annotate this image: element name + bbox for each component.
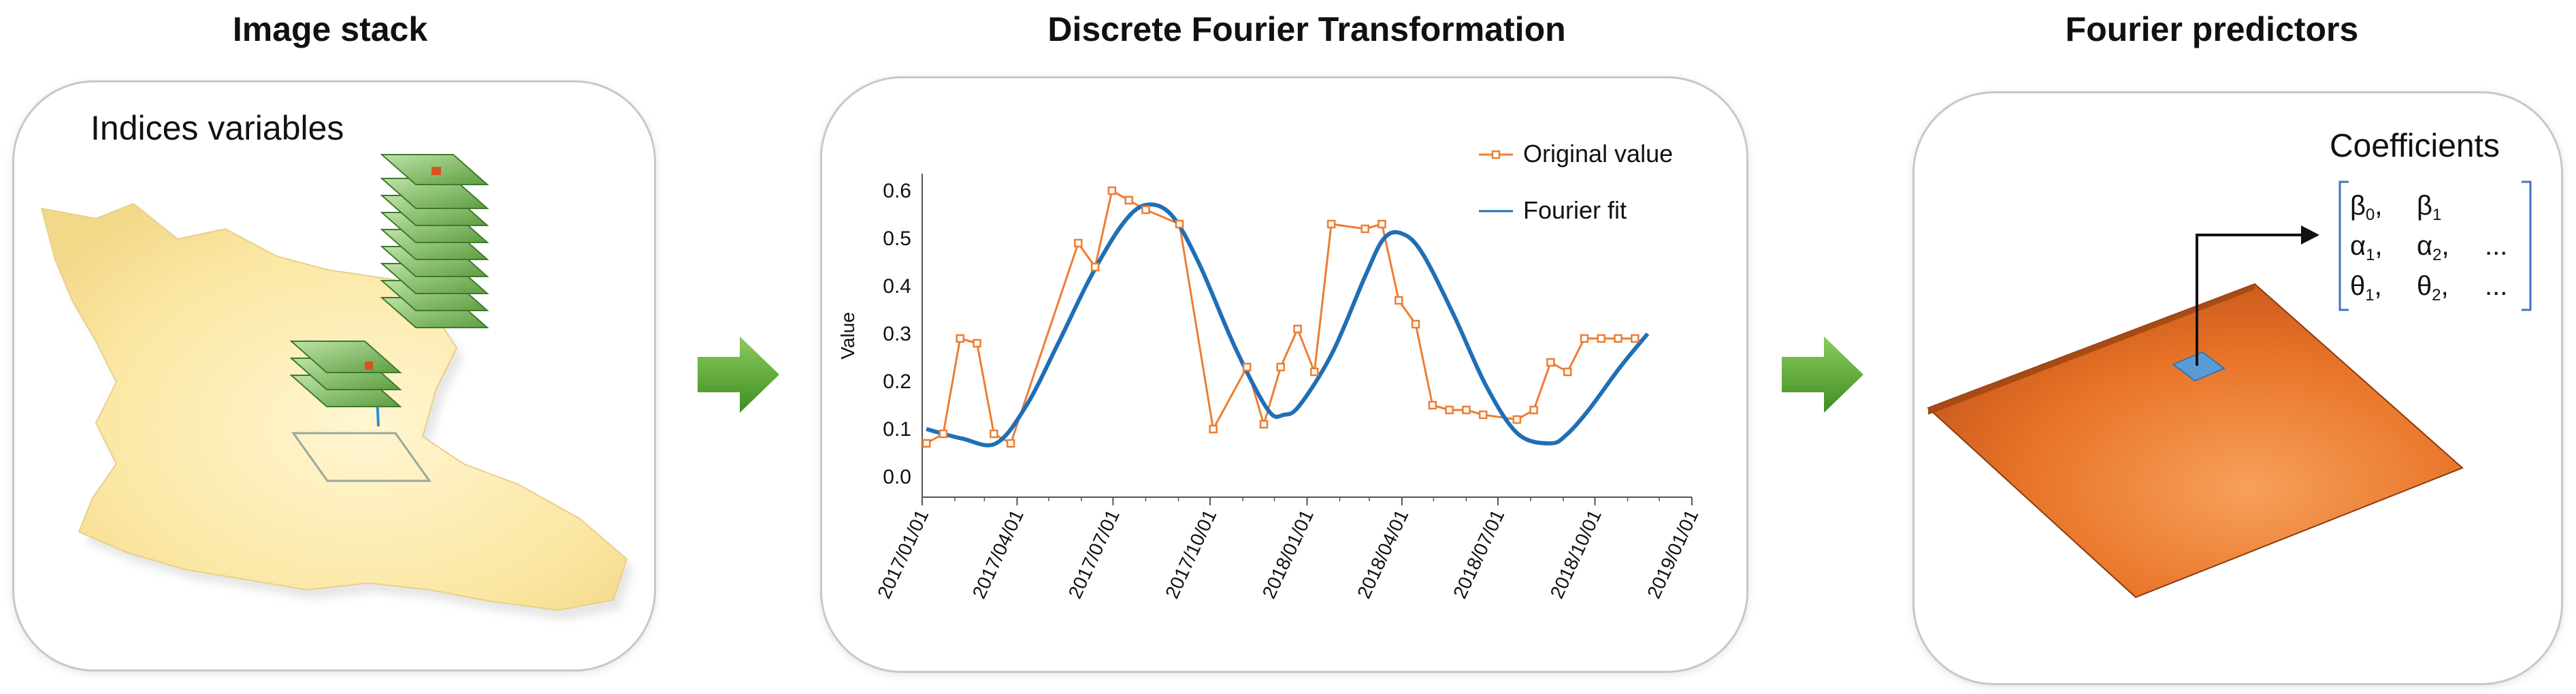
original-value-point [1512, 415, 1522, 424]
fourier-surface-illustration: β0, β1 α1, α2, ... θ1, θ2, ... [1927, 180, 2532, 599]
original-value-point [1546, 358, 1555, 367]
x-tick-label: 2017/07/01 [1064, 506, 1124, 601]
flow-arrow-1 [698, 336, 779, 413]
original-value-point [1597, 334, 1606, 343]
selected-cell [2172, 351, 2226, 382]
coef-alpha2: α2, [2417, 231, 2449, 264]
original-value-point [956, 334, 965, 343]
original-value-point [1141, 205, 1150, 215]
original-value-point [1293, 324, 1302, 334]
panel-title-fourier-predictors: Fourier predictors [2065, 10, 2359, 48]
cell-to-coefficients-arrow [2196, 234, 2302, 366]
legend-label-fourier: Fourier fit [1523, 196, 1627, 224]
coefficients-label: Coefficients [2330, 128, 2500, 164]
original-value-point [1631, 334, 1640, 343]
x-tick-label: 2018/10/01 [1546, 506, 1605, 601]
original-value-point [973, 338, 981, 348]
coef-alpha1: α1, [2350, 231, 2383, 264]
original-value-point [1310, 367, 1319, 377]
original-value-point [1074, 238, 1083, 248]
matrix-left-bracket [2338, 180, 2349, 311]
x-tick-label: 2018/01/01 [1258, 506, 1318, 601]
fourier-fit-line [926, 202, 1650, 447]
original-value-point [1259, 420, 1269, 429]
original-value-point [1395, 296, 1403, 305]
original-value-point [1276, 362, 1286, 372]
x-tick-label: 2018/04/01 [1353, 506, 1412, 601]
x-tick-label: 2017/10/01 [1161, 506, 1220, 601]
fourier-predictors-panel: Coefficients β0, β1 α1, α2, ... θ1, θ [1912, 91, 2563, 685]
legend-marker-original [1491, 150, 1501, 159]
original-value-point [990, 429, 998, 439]
lower-layer-stack [289, 341, 402, 407]
y-tick-label: 0.5 [883, 227, 911, 250]
upper-layer-stack [380, 154, 489, 328]
flow-arrow-2 [1782, 336, 1863, 413]
original-value-point [1411, 319, 1420, 329]
legend-label-original: Original value [1523, 140, 1673, 168]
original-value-point [1326, 219, 1336, 229]
coef-beta1: β1 [2417, 191, 2441, 224]
original-value-point [1445, 405, 1454, 415]
image-stack-illustration [40, 154, 634, 620]
image-stack-panel: Indices variables [12, 80, 656, 672]
original-value-point [1209, 424, 1218, 434]
original-value-point [1563, 367, 1572, 377]
y-tick-label: 0.6 [883, 180, 911, 202]
y-tick-label: 0.0 [883, 466, 911, 488]
y-tick-label: 0.3 [883, 323, 911, 345]
predictor-surface [1927, 283, 2464, 599]
y-tick-label: 0.1 [883, 418, 911, 441]
coef-beta0: β0, [2350, 191, 2383, 224]
dft-chart: Value 0.0 0.1 0.2 0.3 0.4 0.5 0.6 2017/01/01 20… [837, 140, 1702, 602]
coef-ellipsis-row2: ... [2485, 231, 2507, 261]
original-value-point [1242, 362, 1252, 372]
original-value-point [1614, 334, 1623, 343]
original-value-point [1124, 195, 1133, 205]
original-value-point [1175, 219, 1184, 229]
original-value-point [1377, 219, 1386, 229]
panel-title-image-stack: Image stack [232, 10, 428, 48]
x-tick-label: 2019/01/01 [1643, 506, 1702, 601]
coef-ellipsis-row3: ... [2485, 271, 2507, 301]
x-tick-label: 2017/04/01 [968, 506, 1028, 601]
original-value-line [926, 189, 1635, 445]
original-value-point [1462, 405, 1471, 415]
x-tick-label: 2018/07/01 [1449, 506, 1508, 601]
chart-legend: Original value Fourier fit [1479, 140, 1673, 224]
coef-theta2: θ2, [2417, 271, 2449, 304]
original-value-point [1360, 224, 1369, 234]
matrix-right-bracket [2522, 180, 2532, 311]
original-value-point [1090, 262, 1100, 272]
y-tick-label: 0.4 [883, 275, 911, 298]
x-tick-label: 2017/01/01 [873, 506, 932, 601]
original-value-point [1107, 186, 1117, 195]
panel-title-dft: Discrete Fourier Transformation [1047, 10, 1566, 48]
y-tick-label: 0.2 [883, 370, 911, 393]
original-value-point [922, 439, 931, 448]
original-value-point [1478, 410, 1488, 420]
footprint-outline [291, 432, 431, 482]
y-axis-label: Value [837, 312, 858, 360]
original-value-point [1529, 405, 1538, 415]
original-value-point [1006, 439, 1015, 448]
coef-theta1: θ1, [2350, 271, 2382, 304]
original-value-point [939, 429, 948, 439]
original-value-point [1580, 334, 1589, 343]
indices-variables-label: Indices variables [91, 109, 344, 147]
dft-panel: Value 0.0 0.1 0.2 0.3 0.4 0.5 0.6 2017/01/01 20… [820, 76, 1748, 673]
original-value-point [1428, 400, 1437, 410]
